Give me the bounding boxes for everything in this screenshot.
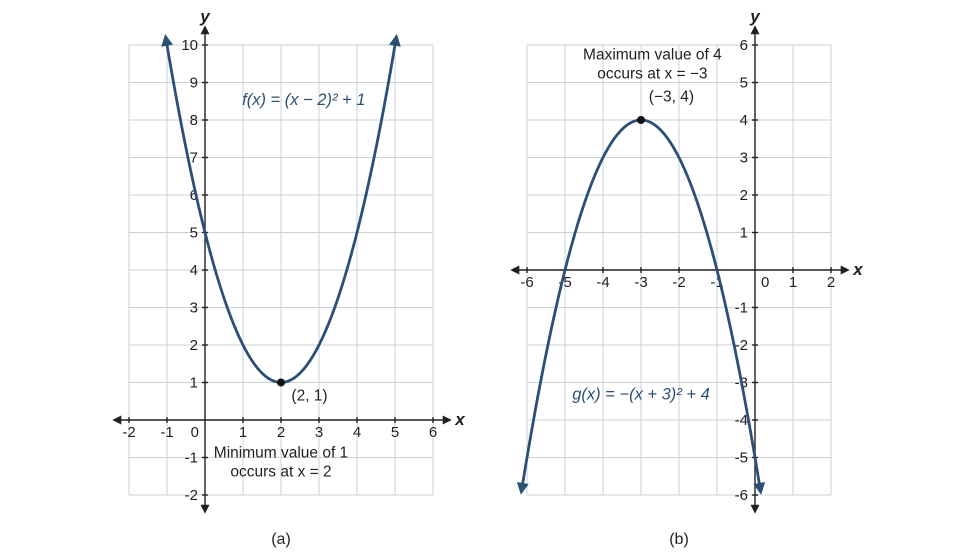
- annotation-line: occurs at x = 2: [230, 464, 331, 481]
- y-tick-label: -6: [735, 487, 748, 504]
- y-tick-label: 5: [190, 225, 198, 242]
- x-tick-label: -4: [596, 274, 609, 291]
- y-tick-label: 2: [740, 187, 748, 204]
- y-tick-label: 9: [190, 75, 198, 92]
- x-tick-label: 2: [827, 274, 835, 291]
- chart-b-maximum-parabola: -6 -5 -4 -3 -2 -1 0 1 2-6-5-4-3-2-1123456xy(−3, …: [510, 7, 864, 514]
- caption-a: (a): [271, 531, 291, 548]
- y-tick-label: -1: [735, 300, 748, 317]
- annotation-line: Minimum value of 1: [214, 445, 348, 462]
- annotation-line: Maximum value of 4: [583, 46, 722, 63]
- vertex-label: (−3, 4): [649, 88, 694, 105]
- y-axis-label: y: [199, 7, 211, 26]
- y-tick-label: -2: [735, 337, 748, 354]
- y-tick-label: -5: [735, 450, 748, 467]
- x-tick-label: 1: [239, 424, 247, 441]
- y-tick-label: 8: [190, 112, 198, 129]
- equation-label: f(x) = (x − 2)² + 1: [242, 91, 365, 109]
- y-tick-label: 4: [190, 262, 198, 279]
- y-tick-label: 6: [190, 187, 198, 204]
- equation-label: g(x) = −(x + 3)² + 4: [572, 385, 710, 403]
- x-tick-label-zero: 0: [191, 424, 199, 441]
- y-tick-label: 10: [181, 37, 198, 54]
- y-axis-label: y: [749, 7, 761, 26]
- y-tick-label: -1: [185, 450, 198, 467]
- x-tick-label: 5: [391, 424, 399, 441]
- x-tick-label: -3: [634, 274, 647, 291]
- chart-a-minimum-parabola: -2 -1 0 1 2 3 4 5 6 -2 -1 1 2 3 4 5 6 7 8 9 10 x y (2, 1) f(x) =…: [112, 7, 466, 514]
- x-tick-label: 6: [429, 424, 437, 441]
- y-tick-label: 1: [190, 375, 198, 392]
- y-tick-label: -4: [735, 412, 748, 429]
- y-tick-label: 3: [740, 150, 748, 167]
- x-tick-label: -6: [520, 274, 533, 291]
- y-tick-label: 3: [190, 300, 198, 317]
- vertex-label: (2, 1): [291, 388, 327, 405]
- caption-b: (b): [669, 531, 689, 548]
- x-tick-label: 3: [315, 424, 323, 441]
- x-axis-label: x: [852, 260, 864, 279]
- annotation-line: occurs at x = −3: [597, 65, 707, 82]
- y-tick-label: -2: [185, 487, 198, 504]
- vertex-point: [637, 116, 645, 124]
- y-tick-label: 1: [740, 225, 748, 242]
- y-tick-label: 7: [190, 150, 198, 167]
- x-axis-label: x: [454, 410, 466, 429]
- x-tick-label: -2: [672, 274, 685, 291]
- x-tick-label: 2: [277, 424, 285, 441]
- x-tick-label: -2: [122, 424, 135, 441]
- vertex-point: [277, 378, 285, 387]
- x-tick-label: 1: [789, 274, 797, 291]
- y-tick-label: 6: [740, 37, 748, 54]
- x-tick-label: 4: [353, 424, 361, 441]
- x-tick-label-zero: 0: [761, 274, 769, 291]
- y-tick-label: 5: [740, 75, 748, 92]
- y-tick-label: 4: [740, 112, 748, 129]
- x-tick-label: -1: [160, 424, 173, 441]
- y-tick-label: 2: [190, 337, 198, 354]
